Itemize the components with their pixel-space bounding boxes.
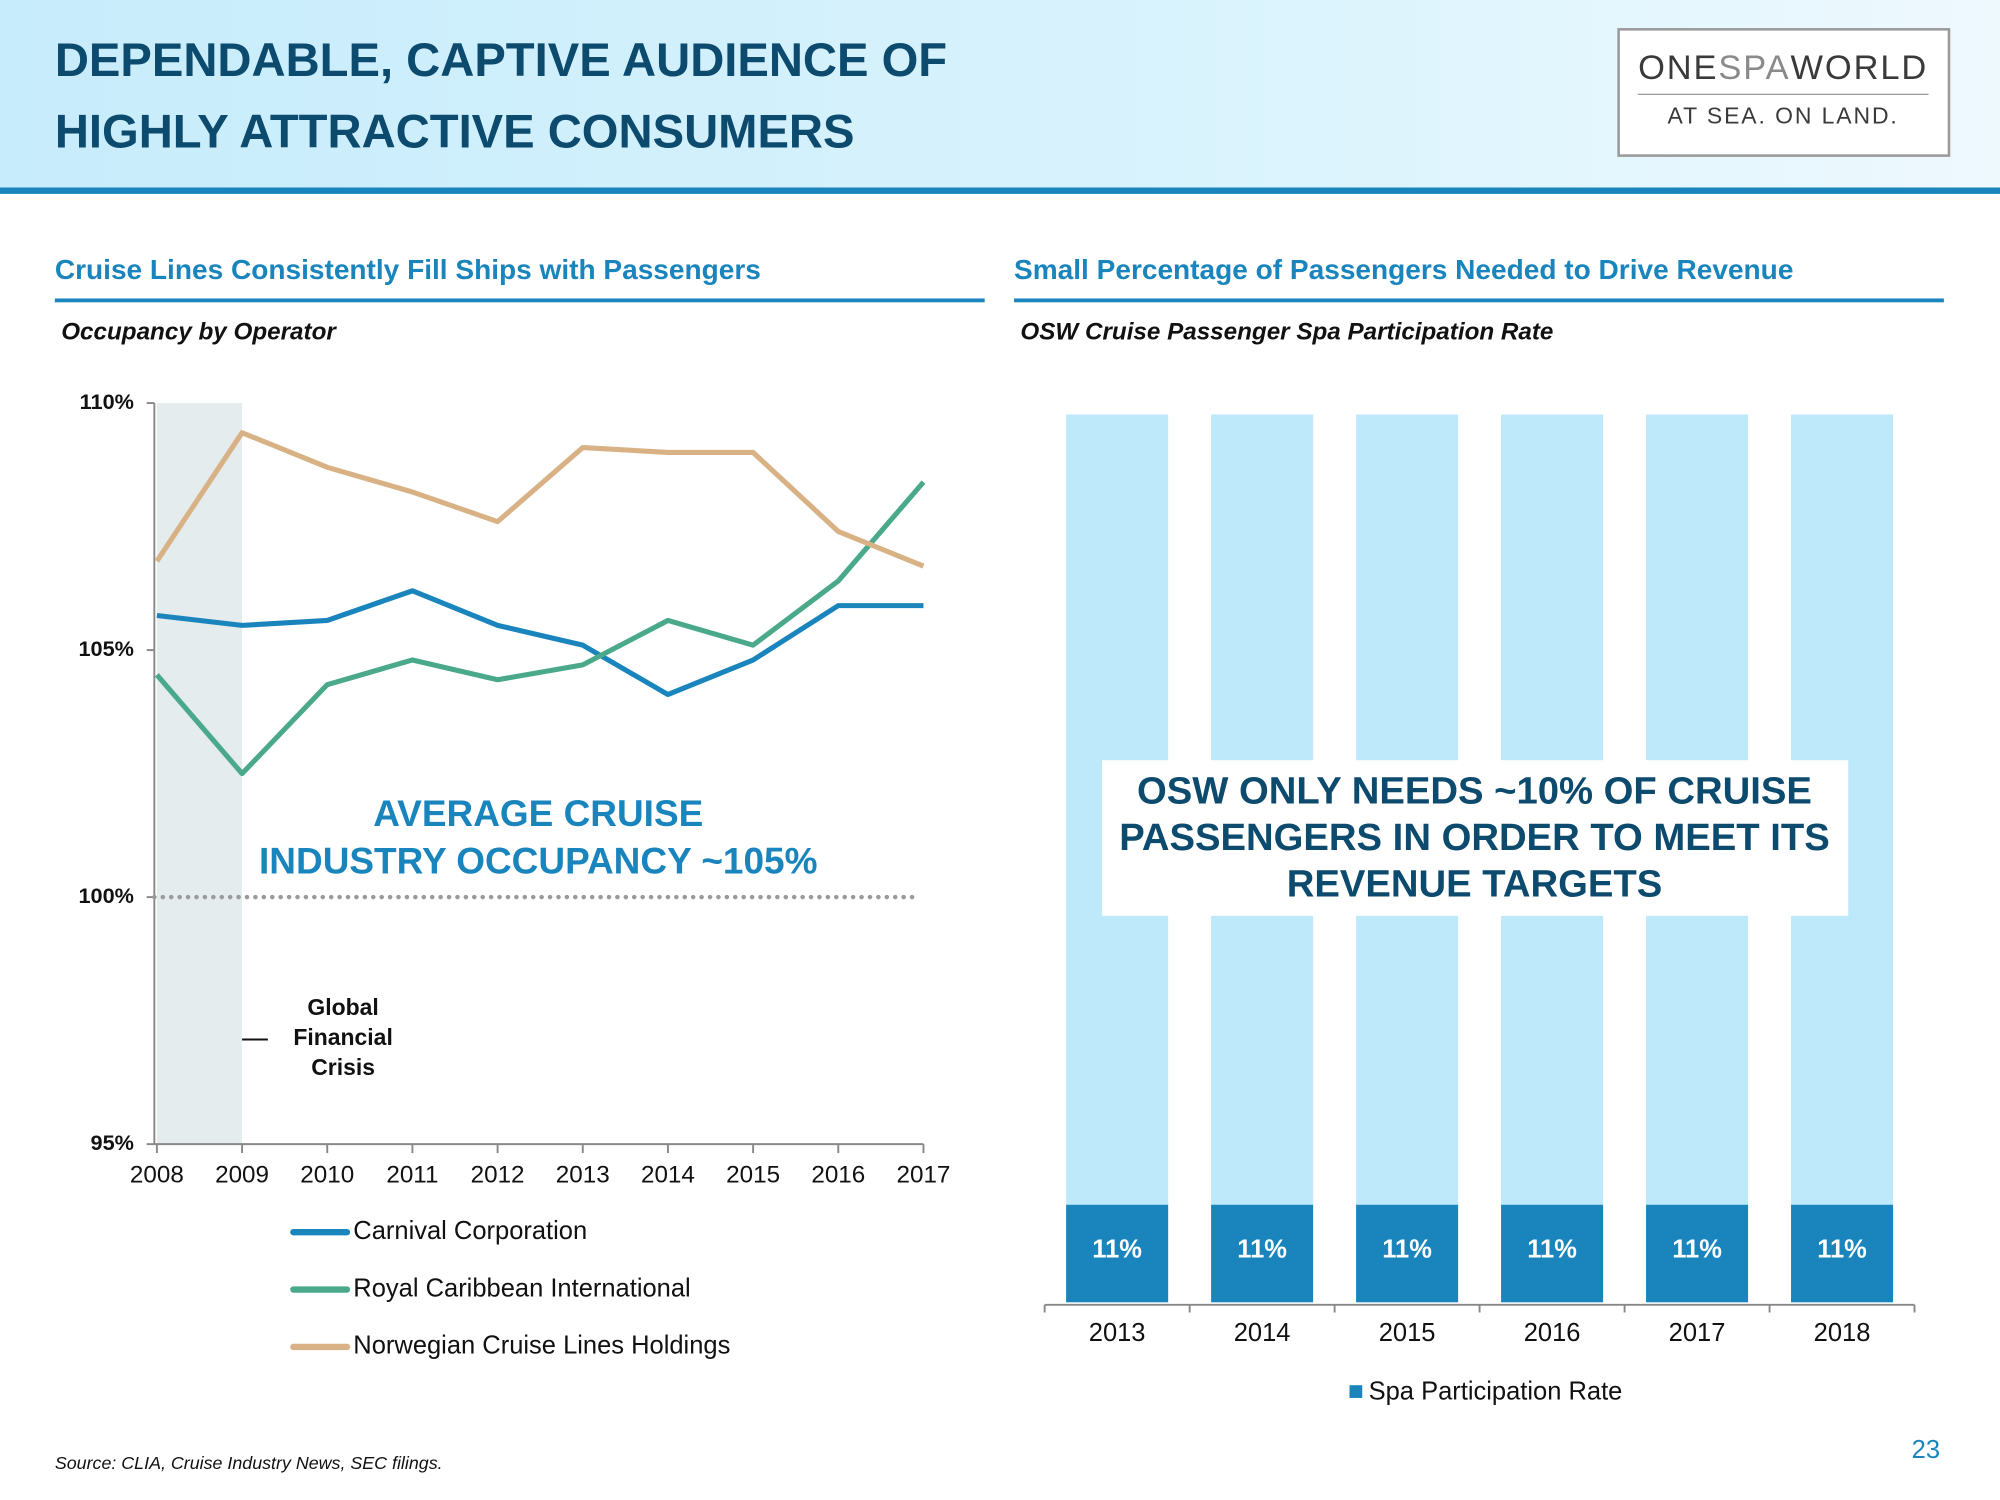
annotation: AVERAGE CRUISE: [373, 793, 703, 834]
page-number: 23: [1912, 1436, 1940, 1464]
value-label: 11%: [1382, 1235, 1432, 1263]
bar-segment: [1646, 1204, 1749, 1303]
x-tick-label: 2014: [641, 1161, 695, 1188]
logo-name: ONESPAWORLD: [1638, 49, 1928, 87]
panel-rule: [54, 298, 985, 303]
series-line: [154, 430, 925, 569]
callout-text: REVENUE TARGETS: [1287, 863, 1662, 906]
x-tick-label: 2017: [1669, 1319, 1726, 1347]
callout-text: PASSENGERS IN ORDER TO MEET ITS: [1119, 816, 1830, 859]
chart-title: OSW Cruise Passenger Spa Participation R…: [1020, 318, 1553, 345]
series-line: [154, 480, 926, 777]
y-tick-label: 105%: [78, 636, 133, 661]
y-tick-label: 100%: [78, 883, 133, 908]
x-tick-label: 2013: [1089, 1319, 1146, 1347]
source: Source: CLIA, Cruise Industry News, SEC …: [55, 1453, 443, 1473]
logo-part: ONE: [1638, 49, 1718, 87]
panel-heading: Cruise Lines Consistently Fill Ships wit…: [55, 254, 761, 285]
callout-text: OSW ONLY NEEDS ~10% OF CRUISE: [1137, 769, 1812, 812]
x-tick-label: 2016: [1524, 1319, 1581, 1347]
logo-part: SPA: [1718, 49, 1790, 87]
x-tick-label: 2008: [130, 1161, 184, 1188]
slide-title: DEPENDABLE, CAPTIVE AUDIENCE OF: [55, 34, 947, 87]
x-tick-label: 2009: [215, 1161, 269, 1188]
value-label: 11%: [1092, 1235, 1142, 1263]
callout-box: [1102, 760, 1849, 916]
x-tick-label: 2017: [897, 1161, 951, 1188]
shaded-span: [156, 403, 243, 1145]
x-tick-label: 2010: [300, 1161, 354, 1188]
x-tick-label: 2013: [556, 1161, 610, 1188]
annotation: Crisis: [311, 1054, 375, 1080]
annotation: Financial: [293, 1024, 392, 1050]
value-label: 11%: [1817, 1235, 1867, 1263]
x-tick-label: 2018: [1814, 1319, 1871, 1347]
bar-segment: [1211, 1204, 1314, 1303]
y-tick-label: 95%: [91, 1130, 134, 1155]
legend-label: Royal Caribbean International: [353, 1274, 690, 1302]
annotation: INDUSTRY OCCUPANCY ~105%: [259, 840, 817, 881]
legend-label: Norwegian Cruise Lines Holdings: [353, 1332, 730, 1360]
panel-heading: Small Percentage of Passengers Needed to…: [1014, 254, 1793, 285]
logo-box: [1617, 28, 1951, 157]
value-label: 11%: [1237, 1235, 1287, 1263]
series-line: [156, 588, 924, 698]
bar-segment: [1356, 1204, 1459, 1303]
x-tick-label: 2015: [1379, 1319, 1436, 1347]
bar-segment: [1501, 1204, 1604, 1303]
value-label: 11%: [1672, 1235, 1722, 1263]
legend-swatch: [1349, 1385, 1363, 1398]
value-label: 11%: [1527, 1235, 1577, 1263]
y-tick-label: 110%: [80, 389, 134, 414]
logo-tagline: AT SEA. ON LAND.: [1668, 102, 1899, 128]
x-tick-label: 2016: [811, 1161, 865, 1188]
x-tick-label: 2012: [471, 1161, 525, 1188]
x-tick-label: 2014: [1234, 1319, 1291, 1347]
x-tick-label: 2011: [386, 1161, 438, 1188]
legend-label: Spa Participation Rate: [1369, 1378, 1623, 1406]
panel-rule: [1014, 298, 1944, 303]
slide-title: HIGHLY ATTRACTIVE CONSUMERS: [55, 106, 855, 159]
bar-segment: [1791, 1204, 1894, 1303]
x-tick-label: 2015: [726, 1161, 780, 1188]
bar-segment: [1066, 1204, 1169, 1303]
legend-label: Carnival Corporation: [353, 1217, 587, 1245]
chart-title: Occupancy by Operator: [61, 318, 337, 345]
header-rule: [0, 187, 2000, 194]
logo-part: WORLD: [1791, 49, 1929, 87]
annotation: Global: [307, 994, 378, 1020]
